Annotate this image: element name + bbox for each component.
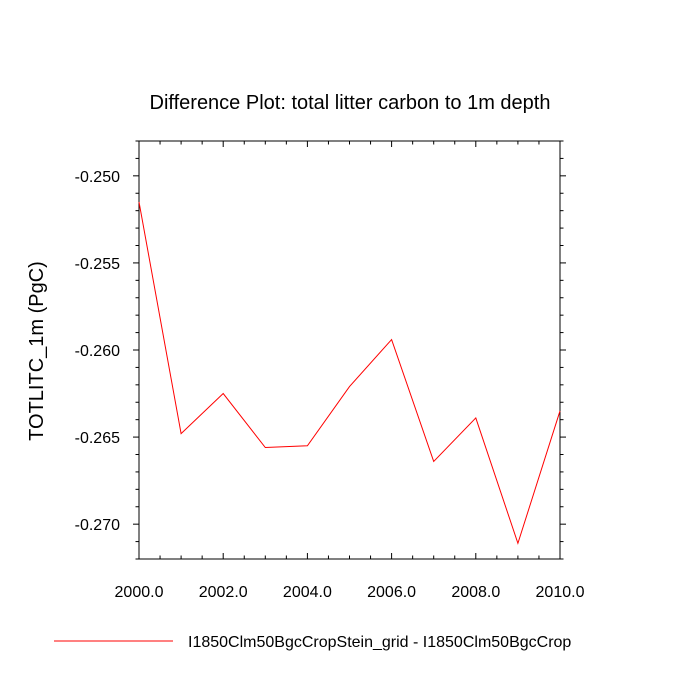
y-tick-label: -0.255: [75, 256, 120, 273]
legend-label: I1850Clm50BgcCropStein_grid - I1850Clm50…: [188, 634, 571, 651]
x-tick-label: 2004.0: [283, 584, 332, 601]
x-tick-label: 2002.0: [199, 584, 248, 601]
y-axis-label: TOTLITC_1m (PgC): [26, 261, 48, 441]
x-tick-label: 2008.0: [451, 584, 500, 601]
plot-area: 2000.0 2002.0 2004.0 2006.0 2008.0 2010.0 -0.2…: [75, 140, 585, 601]
y-tick-label: -0.250: [75, 169, 120, 186]
series-line: [138, 201, 561, 545]
x-tick-label: 2010.0: [536, 584, 585, 601]
y-tick-label: -0.270: [75, 517, 120, 534]
plot-frame: [138, 140, 561, 560]
x-tick-label: 2006.0: [367, 584, 416, 601]
y-tick-label: -0.265: [75, 430, 120, 447]
legend: I1850Clm50BgcCropStein_grid - I1850Clm50…: [54, 634, 571, 651]
chart-title: Difference Plot: total litter carbon to …: [150, 92, 551, 114]
y-tick-label: -0.260: [75, 343, 120, 360]
x-tick-label: 2000.0: [115, 584, 164, 601]
